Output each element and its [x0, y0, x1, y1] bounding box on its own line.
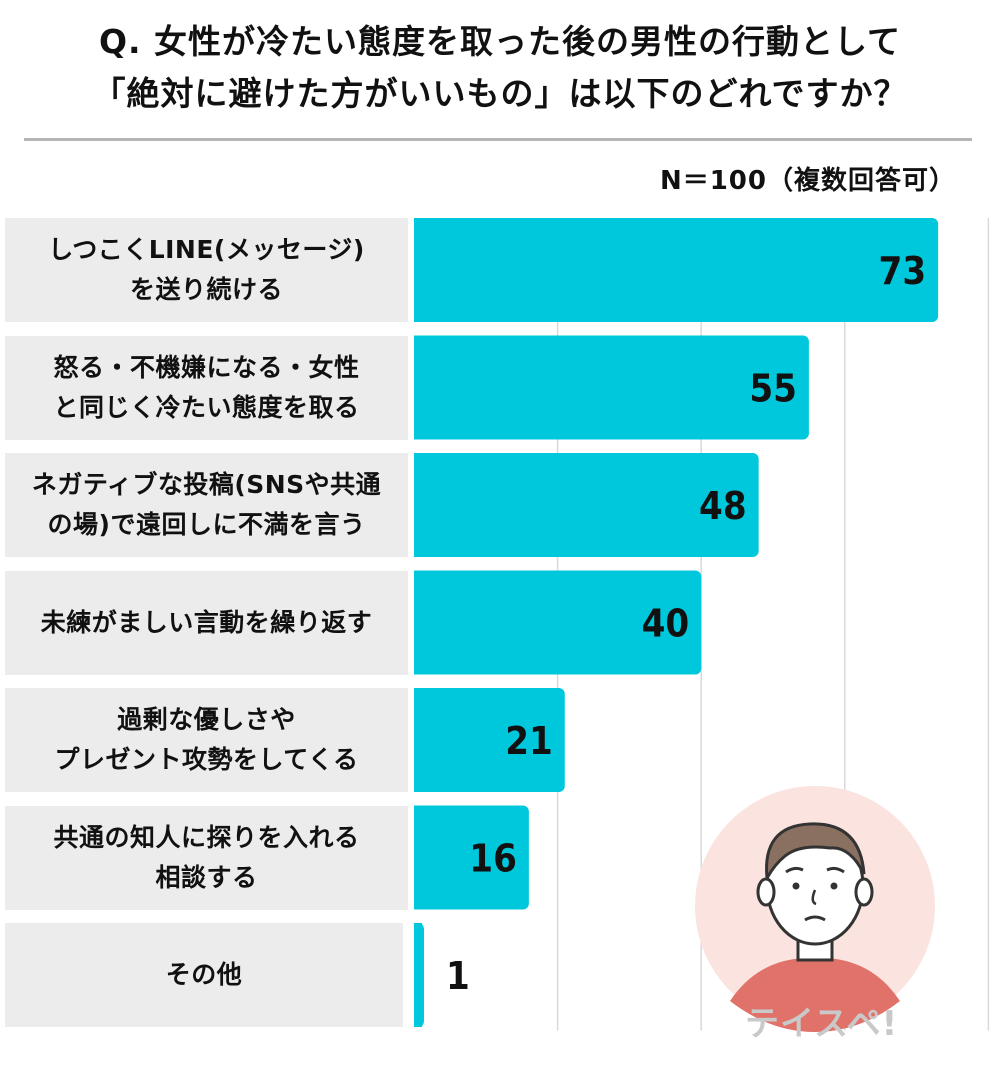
bar-edge — [414, 570, 422, 675]
bar-value-label: 1 — [446, 954, 470, 998]
category-label-text: その他 — [165, 960, 243, 989]
bar-edge — [414, 218, 422, 322]
category-label: その他 — [5, 923, 403, 1027]
category-label: しつこくLINE(メッセージ) を送り続ける — [5, 218, 408, 322]
category-label-text: ネガティブな投稿(SNSや共通 の場)で遠回しに不満を言う — [31, 470, 382, 539]
bar-value-label: 21 — [505, 719, 553, 763]
category-label-text: 過剰な優しさや プレゼント攻勢をしてくる — [54, 705, 359, 774]
chart-title-line1: Q. 女性が冷たい態度を取った後の男性の行動として — [98, 22, 902, 61]
bar — [414, 805, 529, 910]
worried-man-illustration — [690, 786, 940, 1032]
brand-logo: テイスペ! — [745, 1004, 899, 1044]
title-divider — [24, 138, 972, 141]
category-label: 怒る・不機嫌になる・女性 と同じく冷たい態度を取る — [5, 335, 408, 440]
bar-value-label: 16 — [469, 837, 517, 881]
bar-value-label: 48 — [699, 484, 747, 528]
bar — [414, 218, 939, 322]
bar — [414, 453, 759, 557]
bar-value-label: 55 — [749, 367, 797, 411]
chart-title-line2: 「絶対に避けた方がいいもの」は以下のどれですか？ — [92, 74, 908, 113]
category-label: ネガティブな投稿(SNSや共通 の場)で遠回しに不満を言う — [5, 453, 408, 557]
bar-edge — [414, 688, 422, 792]
category-label-text: 未練がましい言動を繰り返す — [40, 607, 373, 637]
sample-size-note: N＝100（複数回答可） — [659, 166, 956, 196]
category-label-text: 共通の知人に探りを入れる 相談する — [53, 822, 360, 892]
bar-edge — [414, 805, 422, 910]
category-label: 過剰な優しさや プレゼント攻勢をしてくる — [5, 688, 408, 792]
bar-value-label: 40 — [642, 602, 690, 646]
bar-edge — [414, 923, 422, 1027]
bar-edge — [414, 335, 422, 440]
category-label: 共通の知人に探りを入れる 相談する — [5, 805, 408, 910]
bar — [414, 570, 702, 675]
bar-edge — [414, 453, 422, 557]
bar — [414, 688, 565, 792]
category-label: 未練がましい言動を繰り返す — [5, 570, 408, 675]
bar-value-label: 73 — [879, 249, 927, 293]
category-label-text: 怒る・不機嫌になる・女性 と同じく冷たい態度を取る — [53, 352, 360, 422]
bar — [414, 335, 809, 440]
category-label-text: しつこくLINE(メッセージ) を送り続ける — [48, 235, 365, 304]
